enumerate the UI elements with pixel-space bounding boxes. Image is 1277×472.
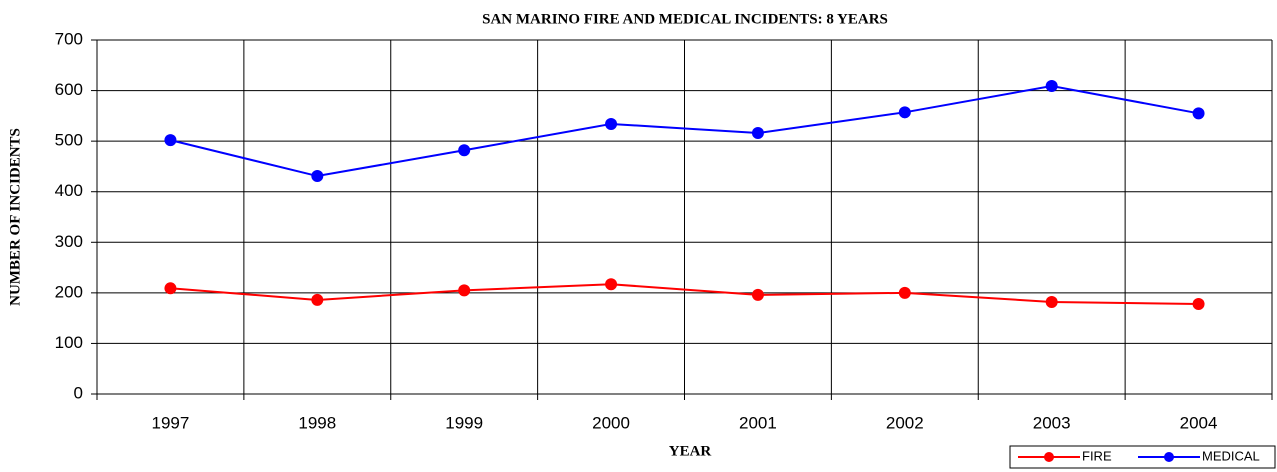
x-tick-label: 1999 [445,413,483,432]
y-tick-label: 0 [74,383,83,402]
y-tick-label: 600 [55,80,83,99]
x-tick-label: 2000 [592,413,630,432]
chart-title: SAN MARINO FIRE AND MEDICAL INCIDENTS: 8… [482,11,888,27]
data-point [311,293,324,306]
y-tick-label: 700 [55,29,83,48]
line-series [170,85,1199,178]
line-series [170,283,1199,305]
y-tick-label: 300 [55,232,83,251]
legend-marker [1044,452,1054,462]
y-tick-label: 100 [55,333,83,352]
data-point [898,286,911,299]
data-point [458,284,471,297]
x-tick-label: 2003 [1033,413,1071,432]
data-point [1192,297,1205,310]
data-point [751,127,764,140]
data-point [311,170,324,183]
y-tick-label: 200 [55,282,83,301]
legend-label: MEDICAL [1202,448,1260,463]
data-point [605,117,618,130]
data-point [1045,80,1058,93]
data-point [751,288,764,301]
x-tick-label: 1997 [152,413,190,432]
x-axis-label: YEAR [669,443,712,459]
data-point [458,144,471,157]
x-tick-label: 2004 [1180,413,1218,432]
legend-label: FIRE [1082,448,1112,463]
y-axis-label: NUMBER OF INCIDENTS [7,128,23,306]
x-tick-label: 2002 [886,413,924,432]
data-point [164,282,177,295]
data-point [1045,295,1058,308]
data-point [605,278,618,291]
data-point [898,106,911,119]
x-tick-label: 2001 [739,413,777,432]
y-tick-label: 500 [55,131,83,150]
legend-marker [1164,452,1174,462]
y-tick-label: 400 [55,181,83,200]
data-point [1192,107,1205,120]
data-point [164,134,177,147]
x-tick-label: 1998 [298,413,336,432]
